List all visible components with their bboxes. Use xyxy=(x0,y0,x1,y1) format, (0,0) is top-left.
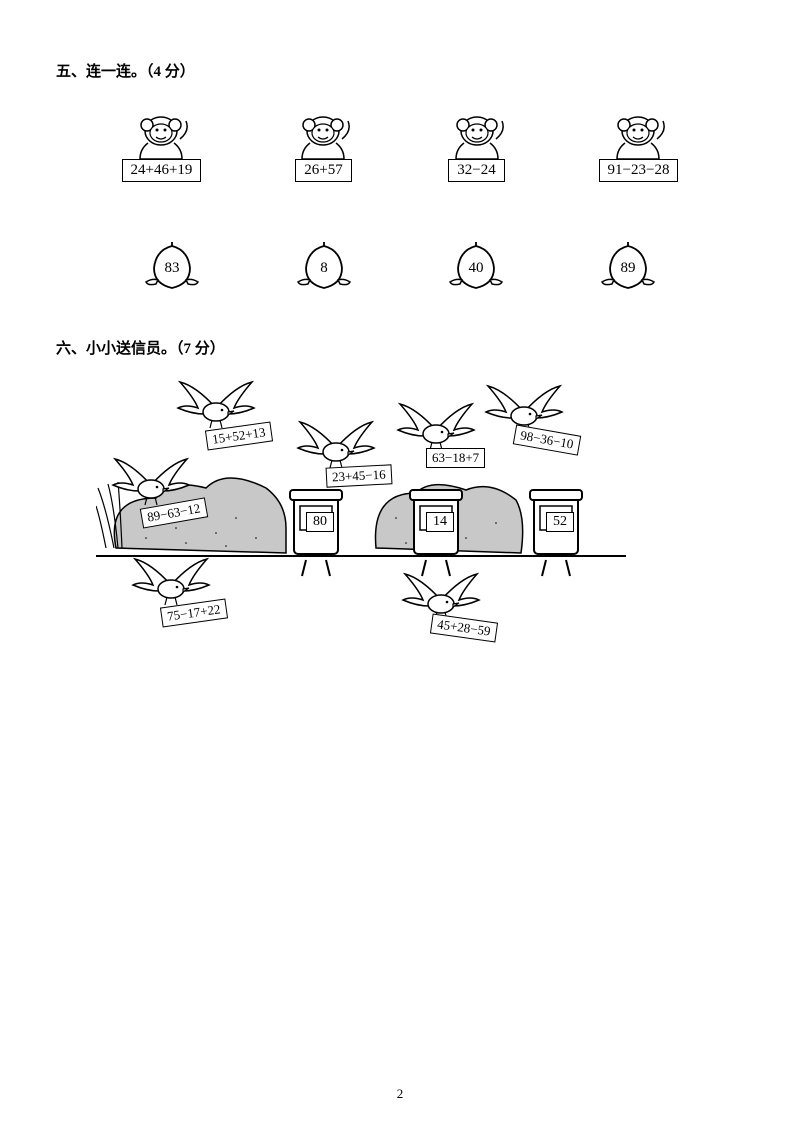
peach-item: 40 xyxy=(448,242,504,292)
page-number: 2 xyxy=(0,1086,800,1102)
monkey-item: 32−24 xyxy=(446,111,508,182)
section-6-illustration: 80 14 52 15+52+13 xyxy=(96,388,626,688)
mailbox-value: 14 xyxy=(426,512,454,532)
monkey-expression: 91−23−28 xyxy=(599,159,679,182)
monkey-expression: 26+57 xyxy=(295,159,351,182)
monkey-icon xyxy=(607,111,669,161)
peach-value: 40 xyxy=(469,260,484,277)
monkey-expression: 32−24 xyxy=(448,159,504,182)
peach-item: 83 xyxy=(144,242,200,292)
mailbox: 80 xyxy=(286,488,346,583)
monkey-row: 24+46+19 26+57 xyxy=(56,111,744,182)
monkey-item: 24+46+19 xyxy=(122,111,202,182)
section-6-title: 六、小小送信员。（7 分） xyxy=(56,337,744,358)
mailbox: 14 xyxy=(406,488,466,583)
mailbox-icon xyxy=(286,488,346,578)
section-5-title: 五、连一连。（4 分） xyxy=(56,60,744,81)
monkey-item: 91−23−28 xyxy=(599,111,679,182)
peach-row: 83 8 40 89 xyxy=(56,242,744,292)
monkey-expression: 24+46+19 xyxy=(122,159,202,182)
monkey-icon xyxy=(130,111,192,161)
peach-value: 8 xyxy=(320,260,328,277)
monkey-icon xyxy=(292,111,354,161)
peach-value: 89 xyxy=(621,260,636,277)
mailbox-value: 80 xyxy=(306,512,334,532)
bird-expression: 63−18+7 xyxy=(426,448,485,468)
peach-value: 83 xyxy=(165,260,180,277)
mailbox-value: 52 xyxy=(546,512,574,532)
mailbox-icon xyxy=(406,488,466,578)
monkey-icon xyxy=(446,111,508,161)
peach-item: 89 xyxy=(600,242,656,292)
peach-item: 8 xyxy=(296,242,352,292)
monkey-item: 26+57 xyxy=(292,111,354,182)
mailbox: 52 xyxy=(526,488,586,583)
bird-expression: 23+45−16 xyxy=(326,464,393,487)
mailbox-icon xyxy=(526,488,586,578)
